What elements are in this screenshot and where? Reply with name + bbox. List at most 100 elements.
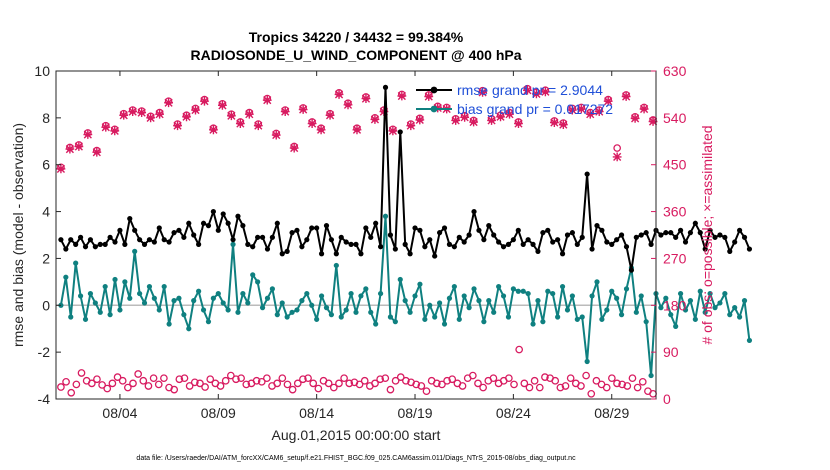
- possible_low-marker: [520, 379, 529, 388]
- possible_low-marker: [417, 382, 426, 390]
- y-tick-label: 8: [42, 110, 50, 126]
- possible_low-marker: [201, 383, 209, 391]
- assimilated-marker: [307, 119, 317, 128]
- rmse-point: [422, 244, 428, 250]
- bias-point: [618, 312, 625, 318]
- rmse-point: [712, 234, 718, 240]
- possible_low-marker: [242, 380, 251, 389]
- possible_low-marker: [561, 382, 570, 390]
- rmse-point: [269, 234, 275, 240]
- rmse-point: [618, 232, 625, 238]
- rmse-point: [122, 241, 128, 247]
- possible_low-marker: [638, 377, 647, 386]
- rmse-point: [274, 220, 280, 226]
- bias-point: [176, 295, 182, 301]
- possible_low-marker: [232, 375, 240, 384]
- assimilated-marker: [594, 107, 604, 117]
- possible_low-marker: [129, 379, 137, 388]
- assimilated-marker: [478, 87, 487, 97]
- bias-point: [264, 295, 271, 301]
- bias-point: [220, 300, 226, 306]
- rmse-point: [112, 239, 118, 245]
- possible_low-marker: [283, 380, 292, 389]
- rmse-point: [476, 227, 482, 233]
- bias-point: [682, 307, 689, 313]
- rmse-point: [82, 244, 89, 250]
- rmse-point: [309, 225, 315, 231]
- bias-point: [240, 290, 246, 297]
- possible_low-marker: [468, 371, 477, 380]
- possible_low-marker: [360, 376, 369, 385]
- y2-tick-label: 270: [663, 250, 687, 266]
- rmse-point: [427, 237, 433, 243]
- assimilated-marker: [469, 117, 479, 127]
- bias-point: [186, 326, 192, 332]
- bias-point: [299, 298, 305, 304]
- assimilated-marker: [280, 107, 290, 117]
- possible_low-marker: [134, 370, 143, 378]
- bias-point: [466, 305, 472, 311]
- x-tick-label: 08/19: [397, 405, 432, 421]
- rmse-point: [402, 241, 408, 247]
- rmse-point: [412, 225, 418, 231]
- possible_low-marker: [448, 375, 457, 384]
- possible_low-marker: [139, 376, 148, 385]
- chart-title: Tropics 34220 / 34432 = 99.384%: [249, 29, 464, 45]
- rmse-point: [127, 216, 133, 222]
- possible_low-marker: [396, 373, 405, 381]
- rmse-point: [564, 232, 571, 238]
- bias-point: [648, 372, 654, 379]
- rmse-point: [727, 248, 733, 254]
- rmse-point: [609, 241, 615, 247]
- assimilated-marker: [182, 112, 191, 122]
- bias-point: [161, 283, 167, 290]
- possible_low-marker: [103, 384, 112, 393]
- possible_low-marker: [257, 377, 266, 386]
- bias-point: [230, 241, 236, 247]
- possible_low-marker: [592, 376, 601, 385]
- bias-point: [373, 321, 379, 327]
- rmse-point: [73, 241, 79, 247]
- bias-point: [141, 300, 148, 306]
- assimilated-marker: [262, 95, 272, 105]
- bias-point: [427, 302, 433, 308]
- assimilated-marker: [496, 112, 505, 122]
- bias-point: [407, 309, 413, 315]
- bias-point: [707, 290, 713, 297]
- possible_low-marker: [345, 379, 354, 388]
- possible_low-marker: [422, 387, 431, 396]
- rmse-point: [259, 234, 266, 240]
- y-tick-label: 4: [42, 204, 50, 220]
- rmse-point: [210, 208, 216, 215]
- bias-point: [451, 283, 457, 290]
- bias-point: [166, 321, 172, 327]
- bias-point: [456, 316, 462, 322]
- rmse-point: [245, 241, 251, 247]
- rmse-point: [741, 234, 748, 240]
- rmse-point: [614, 237, 620, 243]
- bias-point: [633, 309, 639, 315]
- bias-point: [333, 262, 339, 269]
- rmse-point: [284, 248, 290, 254]
- rmse-point: [535, 248, 541, 254]
- possible_low-marker: [628, 374, 637, 383]
- assimilated-marker: [218, 100, 227, 110]
- assimilated-marker: [424, 92, 434, 101]
- axis-layer: 08/04 08/09 08/14 08/19 08/24 08/29 -4 -2 0 2 4 6 8 1…: [34, 63, 686, 421]
- y-tick-label: 0: [42, 297, 50, 313]
- rmse-point: [235, 213, 241, 219]
- possible_low-marker: [479, 383, 487, 392]
- bias-point: [712, 305, 718, 311]
- rmse-point: [77, 234, 84, 240]
- rmse-point: [623, 244, 630, 250]
- rmse-point: [525, 237, 531, 243]
- rmse-point: [746, 246, 753, 252]
- rmse-point: [673, 234, 679, 240]
- rmse-legend-label: rmse grand pr = 2.9044: [457, 82, 603, 98]
- rmse-point: [692, 220, 698, 226]
- assimilated-marker: [137, 108, 147, 118]
- assimilated-marker: [101, 122, 111, 132]
- bias-point: [274, 312, 280, 318]
- bias-point: [328, 312, 335, 318]
- assimilated-marker: [316, 125, 326, 135]
